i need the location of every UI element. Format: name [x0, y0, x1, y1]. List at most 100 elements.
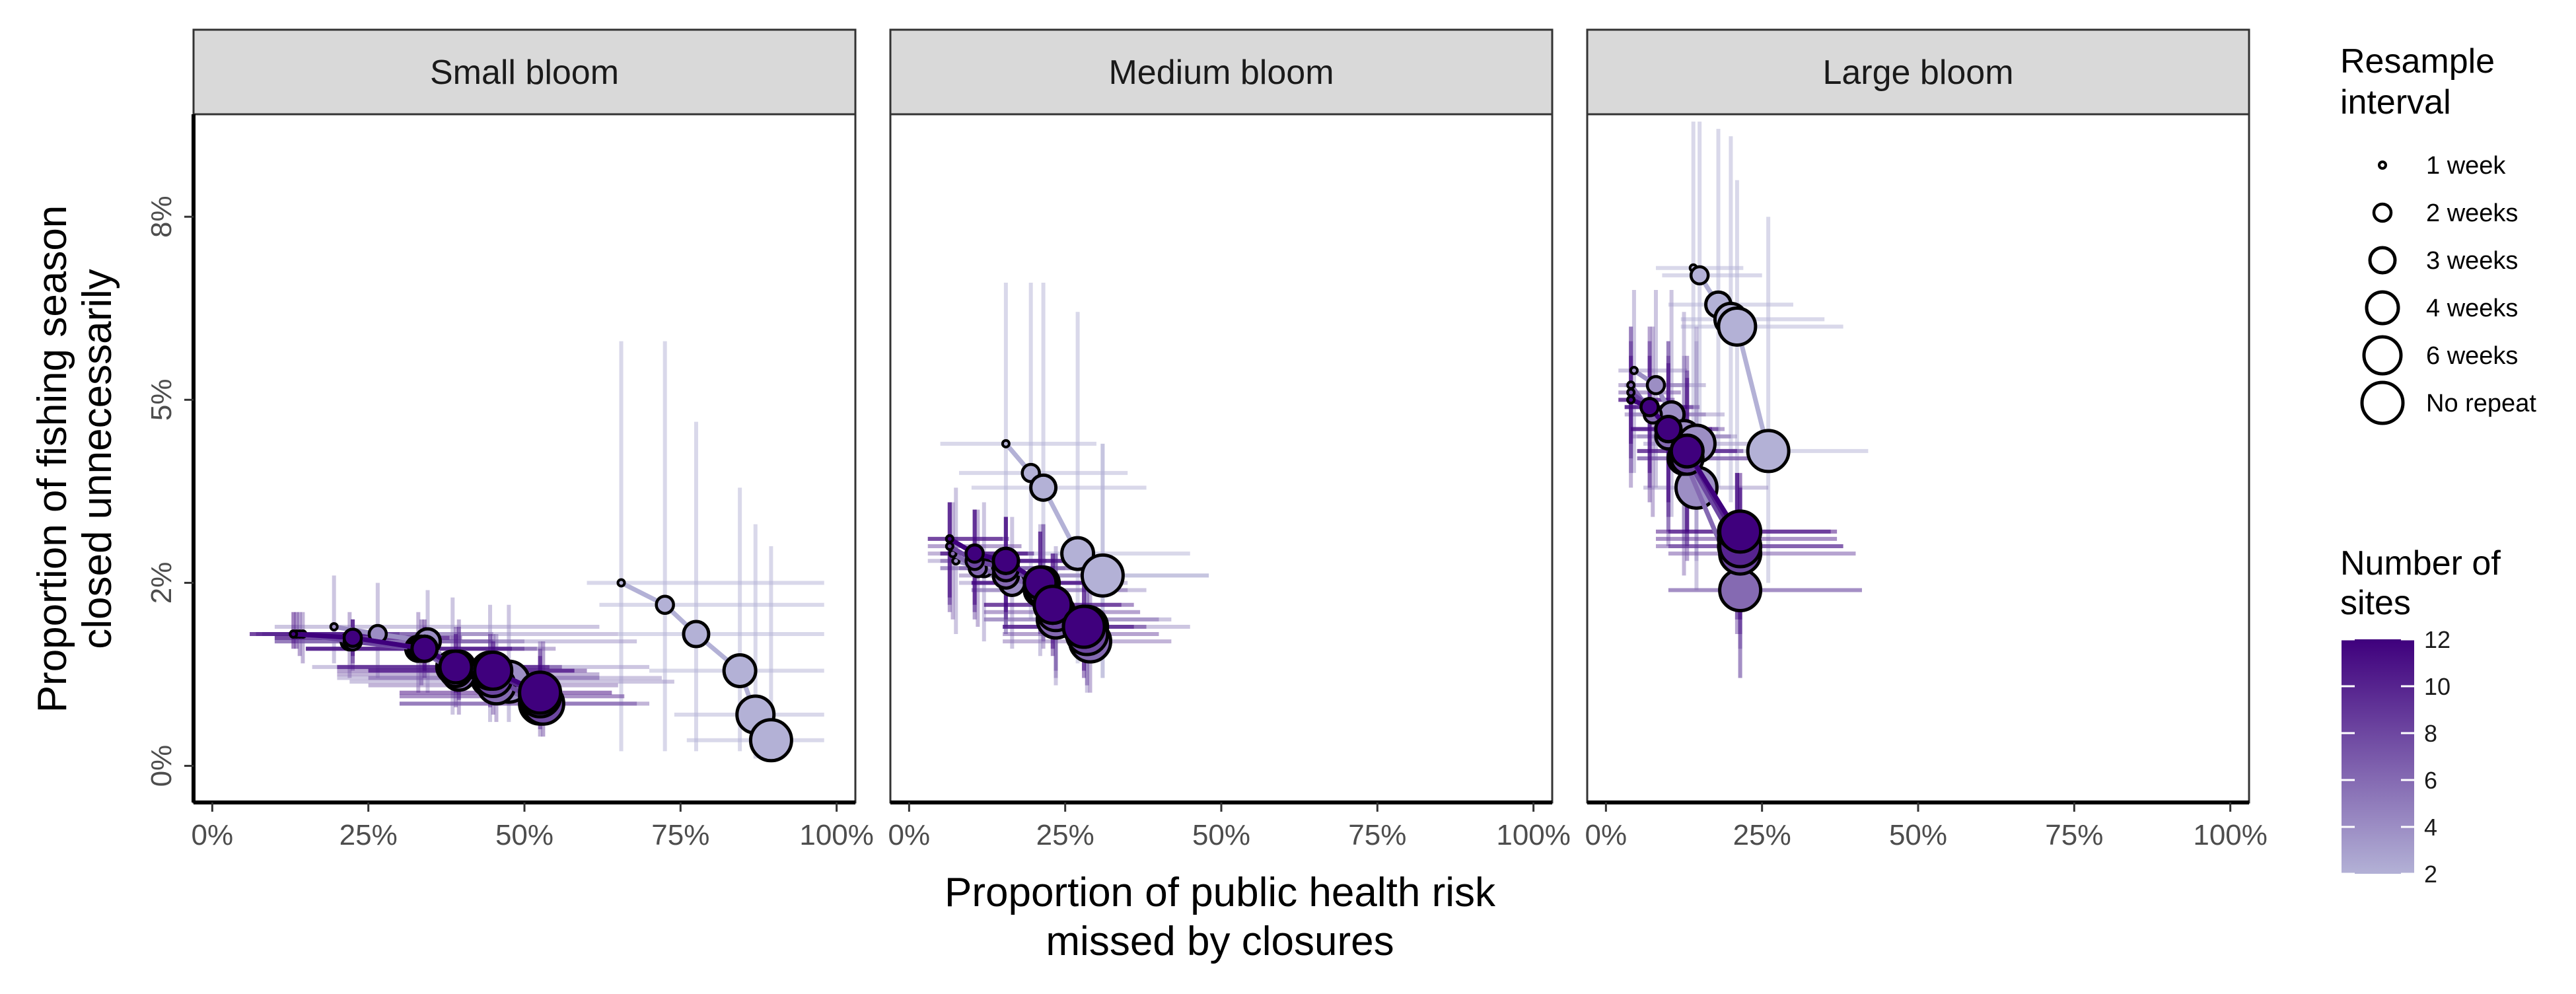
size-legend: Resample interval 1 week 2 weeks 3 weeks 4 …	[2340, 42, 2536, 425]
colorbar-tick-label: 6	[2424, 767, 2437, 794]
x-tick-label: 75%	[651, 819, 709, 851]
data-point	[1689, 265, 1710, 286]
data-point	[473, 650, 514, 691]
data-point	[964, 543, 985, 564]
panel-large-bloom: Large bloom 0% 25% 50% 75% 100%	[1585, 28, 2268, 851]
x-tick-label: 0%	[192, 819, 234, 851]
panels-layer: Small bloom 0% 25% 50% 75% 100% 0% 2% 5% 8% Medium…	[145, 28, 2268, 851]
facet-strip	[1586, 28, 2250, 116]
data-point	[616, 578, 626, 588]
panel-medium-bloom: Medium bloom 0% 25% 50% 75% 100%	[888, 28, 1571, 851]
data-point	[1717, 306, 1758, 347]
x-tick-label: 25%	[1733, 819, 1791, 851]
x-axis-title-line-2: missed by closures	[1046, 919, 1394, 964]
data-point	[410, 634, 439, 663]
color-legend: Number of sites 2 4 6 8 10 12	[2340, 544, 2501, 888]
size-legend-key	[2368, 246, 2397, 275]
x-tick-label: 50%	[1192, 819, 1250, 851]
size-legend-label: 1 week	[2426, 152, 2506, 180]
size-legend-key	[2360, 380, 2405, 425]
y-tick-label: 2%	[145, 562, 178, 604]
data-point	[438, 649, 474, 685]
data-point	[1645, 374, 1666, 396]
size-legend-key	[2378, 160, 2387, 170]
data-point	[329, 621, 339, 631]
data-point	[1032, 585, 1073, 625]
y-axis-title-line-2: closed unnecessarily	[75, 269, 120, 649]
y-tick-label: 0%	[145, 745, 178, 787]
data-point	[1639, 397, 1660, 417]
data-point	[1718, 568, 1763, 613]
size-legend-title-line-1: Resample	[2340, 42, 2495, 81]
size-legend-key	[2365, 290, 2400, 326]
size-legend-key	[2372, 202, 2393, 223]
data-point	[945, 534, 954, 544]
x-tick-label: 75%	[1348, 819, 1406, 851]
data-point	[1669, 433, 1705, 469]
color-legend-title-line-1: Number of	[2340, 544, 2501, 583]
data-point	[1029, 473, 1058, 502]
y-tick-label: 8%	[145, 195, 178, 238]
data-point	[1626, 380, 1636, 390]
size-legend-label: 2 weeks	[2426, 199, 2518, 227]
x-tick-label: 25%	[340, 819, 398, 851]
size-legend-label: 3 weeks	[2426, 247, 2518, 275]
colorbar-tick-label: 2	[2424, 861, 2437, 888]
x-tick-label: 75%	[2045, 819, 2103, 851]
colorbar-tick-label: 12	[2424, 626, 2451, 653]
series-12-sites	[945, 534, 1106, 649]
y-tick-label-group: 5%	[145, 379, 178, 421]
data-point	[1654, 415, 1683, 444]
size-legend-title-line-2: interval	[2340, 83, 2451, 122]
colorbar-tick-label: 4	[2424, 814, 2437, 841]
x-tick-label: 100%	[2193, 819, 2268, 851]
facet-strip-label: Medium bloom	[1108, 53, 1334, 92]
series-2-sites	[616, 578, 793, 763]
data-point	[342, 627, 363, 648]
y-tick-label-group: 8%	[145, 195, 178, 238]
data-point	[1746, 429, 1791, 474]
x-tick-label: 50%	[1889, 819, 1947, 851]
x-tick-label: 25%	[1036, 819, 1094, 851]
size-legend-entries: 1 week 2 weeks 3 weeks 4 weeks 6 weeks No rep…	[2360, 152, 2536, 425]
colorbar-tick-label: 10	[2424, 673, 2451, 700]
data-point	[1080, 553, 1125, 598]
size-legend-label: 4 weeks	[2426, 295, 2518, 322]
panel-small-bloom: Small bloom 0% 25% 50% 75% 100% 0% 2% 5% 8%	[145, 28, 874, 851]
x-tick-label: 50%	[495, 819, 554, 851]
data-point	[991, 546, 1020, 575]
facet-strip-label: Large bloom	[1822, 53, 2013, 92]
x-tick-label: 100%	[1496, 819, 1571, 851]
y-axis-title-line-1: Proportion of fishing season	[30, 205, 75, 713]
data-point	[1001, 439, 1011, 448]
series-12-sites	[289, 627, 563, 715]
data-point	[655, 594, 675, 615]
data-point	[1626, 395, 1636, 405]
y-tick-label-group: 2%	[145, 562, 178, 604]
x-axis-title-line-1: Proportion of public health risk	[945, 870, 1496, 915]
data-point	[1718, 509, 1763, 554]
data-point	[289, 629, 299, 639]
data-point	[748, 718, 793, 763]
data-point	[945, 542, 954, 551]
data-point	[1061, 604, 1106, 649]
facet-strip	[889, 28, 1554, 116]
axis-titles: Proportion of public health risk missed …	[30, 205, 1496, 964]
series-12-sites	[1626, 395, 1763, 554]
size-legend-key	[2362, 335, 2403, 376]
panel-border	[889, 113, 1554, 804]
data-point	[682, 620, 711, 649]
facet-strip	[192, 28, 857, 116]
facet-strip-label: Small bloom	[430, 53, 619, 92]
x-tick-label: 0%	[888, 819, 931, 851]
colorbar-ticks: 2 4 6 8 10 12	[2342, 626, 2451, 888]
x-tick-label: 100%	[799, 819, 874, 851]
x-tick-label: 0%	[1585, 819, 1628, 851]
series-2-sites	[1001, 439, 1125, 598]
data-point	[1626, 388, 1636, 398]
series-2-sites	[1688, 263, 1791, 474]
data-point	[1629, 365, 1639, 375]
y-tick-label-group: 0%	[145, 745, 178, 787]
data-point	[518, 670, 563, 715]
